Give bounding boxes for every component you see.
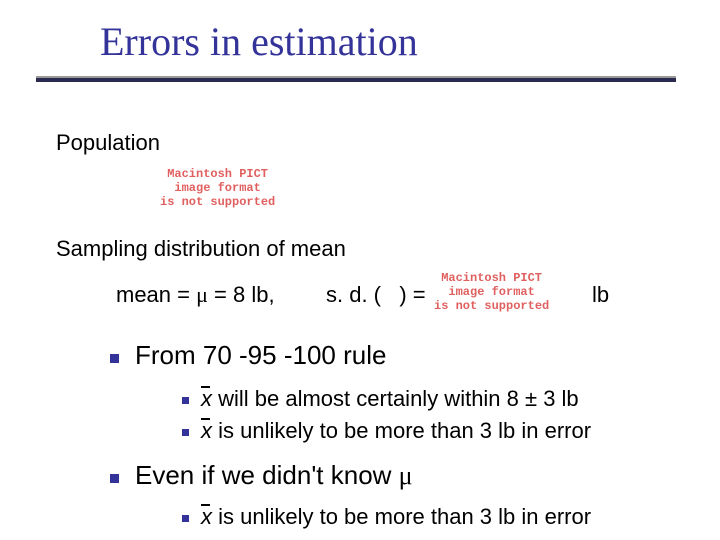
even-if-pre: Even if we didn't know xyxy=(135,460,399,490)
pict-error-1-l3: is not supported xyxy=(160,195,275,209)
pict-error-2-l3: is not supported xyxy=(434,299,549,313)
rule-sub2: x is unlikely to be more than 3 lb in er… xyxy=(182,418,591,444)
pict-error-2: Macintosh PICT image format is not suppo… xyxy=(434,272,549,313)
xbar-symbol: x xyxy=(201,418,212,444)
xbar-symbol: x xyxy=(201,386,212,412)
mu-symbol: μ xyxy=(399,461,413,490)
mean-equation: mean = μ = 8 lb, xyxy=(116,282,275,308)
bullet-icon xyxy=(182,515,189,522)
bullet-icon xyxy=(110,474,119,483)
mean-eq-pre: mean = xyxy=(116,282,196,307)
mean-eq-post: = 8 lb, xyxy=(208,282,275,307)
sampling-dist-label: Sampling distribution of mean xyxy=(56,236,346,262)
lb-suffix: lb xyxy=(592,282,609,308)
even-sub1-text: is unlikely to be more than 3 lb in erro… xyxy=(212,504,591,529)
even-if-line: Even if we didn't know μ xyxy=(110,460,413,491)
sd-pre: s. d. ( xyxy=(326,282,381,307)
title-underline-dark xyxy=(36,78,676,82)
mu-symbol: μ xyxy=(196,282,208,307)
rule-line: From 70 -95 -100 rule xyxy=(110,340,386,371)
sd-post: ) = xyxy=(399,282,425,307)
rule-sub2-text: is unlikely to be more than 3 lb in erro… xyxy=(212,418,591,443)
pict-error-1-l1: Macintosh PICT xyxy=(167,167,268,181)
xbar-symbol: x xyxy=(201,504,212,530)
sd-equation: s. d. ( ) = xyxy=(326,282,426,308)
population-label: Population xyxy=(56,130,160,156)
rule-sub1: x will be almost certainly within 8 ± 3 … xyxy=(182,386,579,412)
pict-error-1: Macintosh PICT image format is not suppo… xyxy=(160,168,275,209)
pict-error-2-l2: image format xyxy=(448,285,534,299)
pict-error-2-l1: Macintosh PICT xyxy=(441,271,542,285)
rule-sub1-text: will be almost certainly within 8 ± 3 lb xyxy=(212,386,579,411)
bullet-icon xyxy=(110,354,119,363)
slide-title: Errors in estimation xyxy=(100,18,418,65)
pict-error-1-l2: image format xyxy=(174,181,260,195)
even-sub1: x is unlikely to be more than 3 lb in er… xyxy=(182,504,591,530)
rule-text: From 70 -95 -100 rule xyxy=(135,340,386,370)
bullet-icon xyxy=(182,429,189,436)
bullet-icon xyxy=(182,397,189,404)
